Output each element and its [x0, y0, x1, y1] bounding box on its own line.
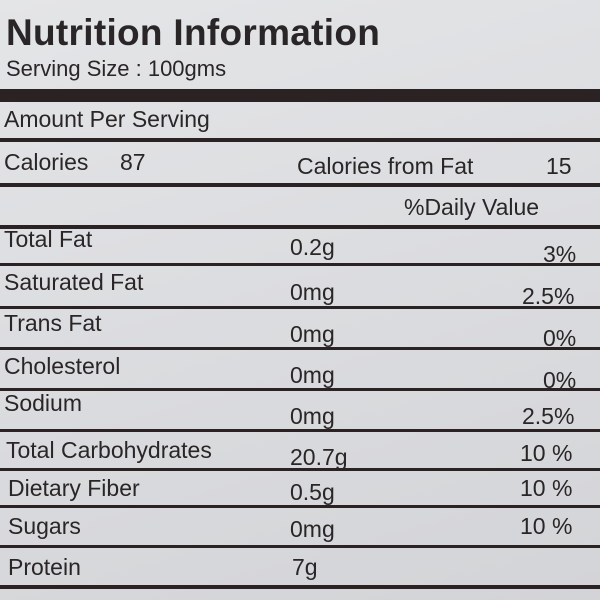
nutrient-amount: 0mg — [290, 279, 335, 305]
nutrient-amount: 0mg — [290, 321, 335, 347]
divider — [0, 585, 600, 589]
nutrient-daily-value: 2.5% — [522, 403, 575, 429]
calories-from-fat-value: 15 — [546, 153, 572, 179]
divider — [0, 429, 600, 432]
nutrient-name: Dietary Fiber — [8, 475, 140, 501]
nutrient-daily-value: 10 % — [520, 513, 573, 539]
thick-divider — [0, 89, 600, 102]
divider — [0, 183, 600, 187]
divider — [0, 306, 600, 309]
nutrient-daily-value: 0% — [543, 367, 577, 393]
divider — [0, 468, 600, 471]
nutrient-amount: 0mg — [290, 362, 335, 388]
amount-per-serving: Amount Per Serving — [4, 106, 210, 132]
daily-value-header: %Daily Value — [404, 194, 540, 220]
nutrient-amount: 20.7g — [290, 444, 348, 470]
nutrient-name: Cholesterol — [4, 353, 121, 379]
serving-size: Serving Size : 100gms — [6, 56, 227, 81]
nutrient-amount: 7g — [292, 554, 318, 580]
nutrient-amount: 0mg — [290, 516, 335, 542]
label-title: Nutrition Information — [6, 12, 381, 53]
nutrient-daily-value: 10 % — [520, 475, 573, 501]
nutrient-name: Sugars — [8, 513, 81, 539]
divider — [0, 505, 600, 508]
divider — [0, 545, 600, 548]
nutrient-name: Protein — [8, 554, 81, 580]
nutrient-amount: 0.5g — [290, 479, 335, 505]
divider — [0, 225, 600, 229]
nutrient-daily-value: 10 % — [520, 440, 573, 466]
nutrient-name: Trans Fat — [4, 310, 102, 336]
nutrient-daily-value: 3% — [543, 241, 577, 267]
nutrient-amount: 0mg — [290, 403, 335, 429]
nutrient-name: Total Carbohydrates — [6, 437, 212, 463]
nutrient-name: Total Fat — [4, 226, 93, 252]
divider — [0, 263, 600, 266]
nutrient-daily-value: 2.5% — [522, 283, 575, 309]
nutrient-amount: 0.2g — [290, 234, 335, 260]
divider — [0, 138, 600, 142]
calories-label: Calories — [4, 149, 89, 175]
nutrient-name: Sodium — [4, 390, 82, 416]
divider — [0, 388, 600, 391]
calories-value: 87 — [120, 149, 146, 175]
calories-from-fat-label: Calories from Fat — [297, 153, 474, 179]
nutrient-daily-value: 0% — [543, 325, 577, 351]
nutrient-name: Saturated Fat — [4, 269, 144, 295]
divider — [0, 347, 600, 350]
